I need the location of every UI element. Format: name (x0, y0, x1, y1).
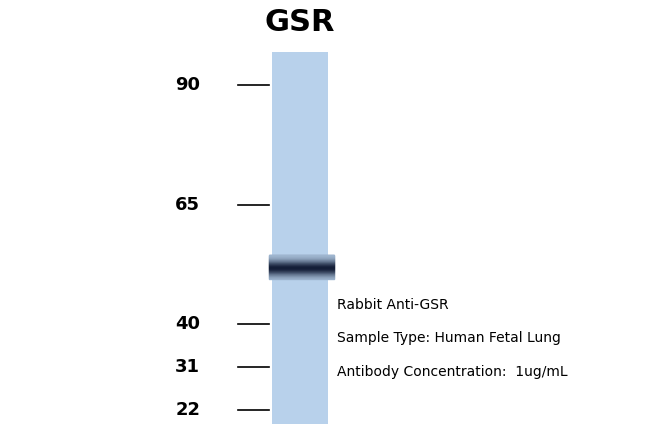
Text: 31: 31 (176, 358, 200, 376)
Text: GSR: GSR (265, 8, 335, 37)
Text: 65: 65 (176, 196, 200, 214)
Text: 90: 90 (176, 76, 200, 94)
Bar (272, 52, 328, 424)
Text: Rabbit Anti-GSR: Rabbit Anti-GSR (337, 298, 449, 312)
Text: Antibody Concentration:  1ug/mL: Antibody Concentration: 1ug/mL (337, 365, 568, 379)
Text: Sample Type: Human Fetal Lung: Sample Type: Human Fetal Lung (337, 331, 562, 346)
Text: 22: 22 (176, 401, 200, 419)
Text: 40: 40 (176, 315, 200, 333)
